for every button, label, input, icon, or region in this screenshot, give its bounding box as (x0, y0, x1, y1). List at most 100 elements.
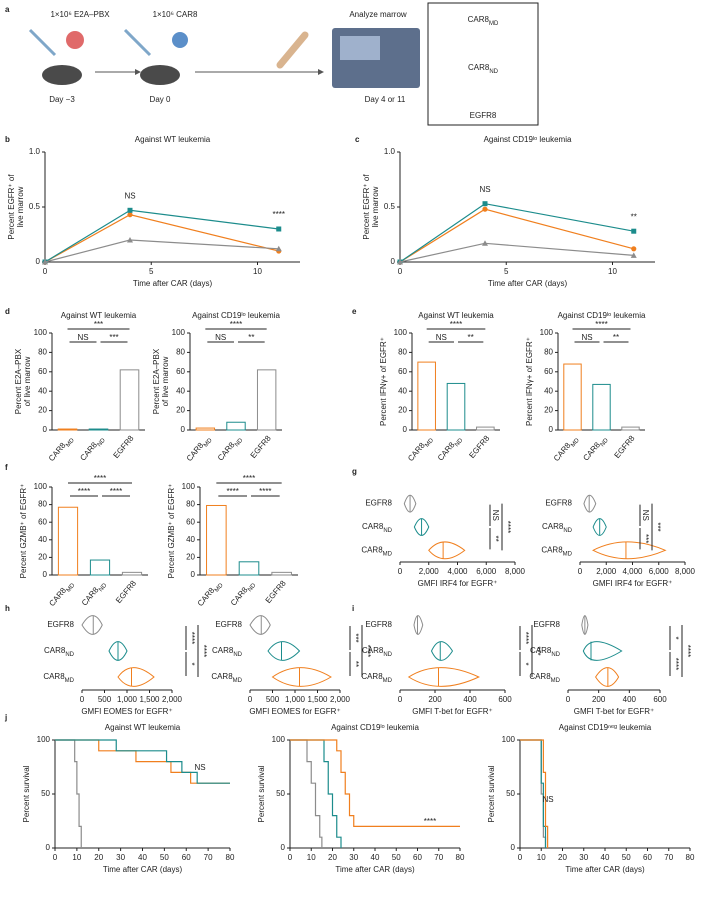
label-text: CAR8 (43, 672, 65, 681)
violin (271, 667, 332, 687)
label-text: EGFR8 (249, 433, 273, 460)
x-tick-label: 200 (428, 695, 442, 704)
mouse-icon (140, 65, 180, 85)
label-subscript: ND (234, 437, 245, 448)
x-axis-label: GMFI T-bet for EGFR⁺ (412, 707, 493, 716)
y-tick-label: 100 (540, 328, 554, 337)
x-tick-label: 30 (349, 853, 358, 862)
significance-label: ** (468, 333, 474, 342)
label-text: EGFR8 (467, 433, 491, 460)
y-tick-label: 80 (186, 500, 195, 509)
x-tick-label: 60 (182, 853, 191, 862)
significance-label: *** (533, 646, 542, 655)
y-tick-label: 0 (549, 425, 554, 434)
label-text: CAR8 (542, 522, 564, 531)
significance-label: **** (273, 210, 285, 219)
significance-label: NS (215, 333, 226, 342)
x-tick-label: 40 (601, 853, 610, 862)
label-subscript: MD (65, 678, 75, 684)
bar (119, 369, 140, 431)
x-tick-label: 0 (43, 267, 48, 276)
label-subscript: ND (65, 652, 74, 658)
marker (631, 228, 637, 234)
x-axis-label: Time after CAR (days) (133, 279, 213, 288)
significance-label: NS (124, 191, 135, 200)
x-tick-label: CAR8ND (78, 433, 107, 464)
x-tick-label: CAR8ND (229, 578, 258, 609)
x-axis-label: Time after CAR (days) (488, 279, 568, 288)
y-tick-label: 20 (186, 553, 195, 562)
syringe (123, 28, 152, 57)
x-tick-label: 2,000 (419, 567, 440, 576)
x-tick-label: 600 (498, 695, 512, 704)
violin (267, 641, 301, 661)
y-tick-label: EGFR8 (545, 499, 572, 508)
y-tick-label: 0 (43, 570, 48, 579)
panel-label: b (5, 135, 10, 144)
x-tick-label: 1,000 (285, 695, 306, 704)
bar (121, 571, 143, 576)
marker (127, 237, 133, 243)
violin (592, 541, 667, 560)
y-tick-label: 1.0 (384, 147, 396, 156)
bar (238, 561, 260, 576)
survival-curve (290, 739, 460, 827)
step-label: Analyze marrow (349, 10, 407, 19)
y-tick-label: 60 (176, 367, 185, 376)
y-tick-label: 100 (502, 735, 516, 744)
label-text: CAR8 (211, 672, 233, 681)
y-axis-label: Percent EGFR⁺ of (362, 174, 371, 240)
label-text: EGFR8 (47, 620, 74, 629)
significance-label: **** (199, 645, 208, 657)
label-subscript: MD (233, 678, 243, 684)
significance-label: NS (194, 763, 205, 772)
label-text: EGFR8 (215, 620, 242, 629)
label-subscript: ND (383, 528, 392, 534)
y-tick-label: 20 (38, 553, 47, 562)
y-tick-label: CAR8MD (211, 672, 242, 683)
bar (206, 504, 227, 576)
bar (57, 428, 78, 431)
y-tick-label: 60 (38, 367, 47, 376)
significance-label: NS (491, 510, 500, 521)
y-tick-label: 20 (544, 406, 553, 415)
x-tick-label: 0 (248, 695, 253, 704)
chart-title: Against CD19ˡᵒ leukemia (331, 723, 419, 732)
y-tick-label: 100 (34, 328, 48, 337)
significance-label: NS (581, 333, 592, 342)
label-text: CAR8 (212, 646, 234, 655)
legend-entry: CAR8MD (468, 15, 499, 26)
x-axis-label: GMFI IRF4 for EGFR⁺ (418, 579, 498, 588)
y-tick-label: 40 (38, 386, 47, 395)
bar (563, 363, 582, 431)
label-text: CAR8 (362, 646, 384, 655)
panel-label: c (355, 135, 360, 144)
x-axis-label: GMFI T-bet for EGFR⁺ (574, 707, 655, 716)
y-tick-label: 50 (506, 789, 515, 798)
y-tick-label: 100 (394, 328, 408, 337)
x-tick-label: 80 (686, 853, 695, 862)
x-tick-label: 0 (566, 695, 571, 704)
significance-label: **** (683, 645, 692, 657)
x-tick-label: 500 (98, 695, 112, 704)
y-tick-label: EGFR8 (47, 620, 74, 629)
marker (397, 259, 403, 265)
y-tick-label: CAR8ND (530, 646, 561, 657)
y-axis-label: Percent E2A–PBX (14, 348, 23, 414)
significance-label: **** (450, 320, 462, 329)
survival-curve (55, 739, 230, 784)
x-tick-label: 1,500 (139, 695, 160, 704)
series-line (399, 203, 634, 263)
survival-curve (290, 739, 323, 848)
significance-label: **** (110, 487, 122, 496)
label-subscript: MD (65, 582, 76, 594)
x-tick-label: 70 (204, 853, 213, 862)
significance-label: **** (78, 487, 90, 496)
marker (127, 212, 133, 218)
x-tick-label: 600 (653, 695, 667, 704)
label-text: CAR8 (362, 522, 384, 531)
y-tick-label: 0 (46, 843, 51, 852)
chart-title: Against CD19ⁿᵉᵍ leukemia (559, 723, 652, 732)
y-tick-label: 0 (391, 257, 396, 266)
